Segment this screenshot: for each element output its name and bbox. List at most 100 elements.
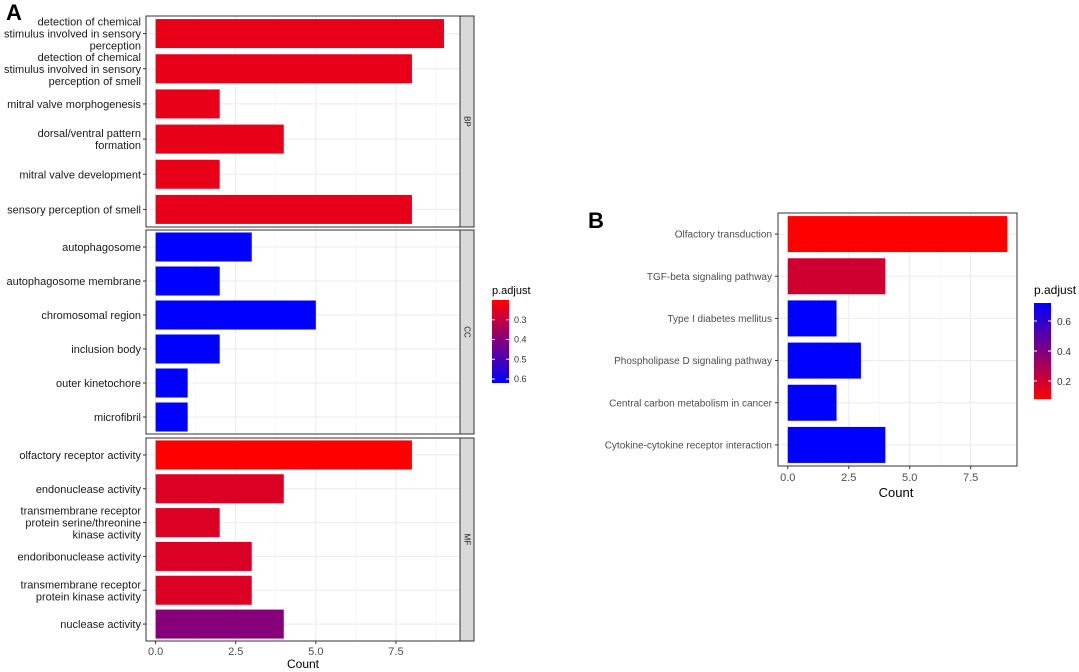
category-label-line: transmembrane receptor: [21, 579, 142, 591]
category-label-line: detection of chemical: [38, 17, 141, 29]
category-label: Type I diabetes mellitus: [668, 314, 773, 325]
bar: [787, 384, 837, 421]
category-label: detection of chemical stimulus involved i…: [4, 17, 141, 53]
category-label-line: dorsal/ventral pattern: [38, 128, 141, 140]
legend-tick-label: 0.4: [514, 335, 527, 345]
category-label: mitral valve development: [19, 169, 141, 181]
bar: [155, 266, 220, 296]
x-tick-label: 0.0: [148, 646, 163, 658]
facet-background: [146, 230, 460, 434]
bar: [155, 541, 252, 571]
category-label-line: chromosomal region: [41, 310, 141, 322]
category-label-line: protein kinase activity: [36, 591, 142, 603]
category-label: endonuclease activity: [36, 484, 142, 496]
bar: [155, 334, 220, 364]
category-label: Cytokine-cytokine receptor interaction: [605, 440, 772, 451]
x-tick-label: 0.0: [780, 472, 795, 484]
category-label: sensory perception of smell: [7, 204, 141, 216]
facet-strip: [459, 229, 475, 435]
category-label: chromosomal region: [41, 310, 141, 322]
category-label: outer kinetochore: [56, 378, 141, 390]
bar: [155, 194, 412, 224]
category-label-line: microfibril: [94, 412, 141, 424]
category-label-line: autophagosome: [62, 242, 141, 254]
category-label-line: kinase activity: [73, 530, 142, 542]
category-label: inclusion body: [71, 344, 141, 356]
category-label-line: sensory perception of smell: [7, 204, 141, 216]
category-label: Olfactory transduction: [675, 230, 772, 241]
panel-a: detection of chemical stimulus involved i…: [4, 15, 531, 671]
category-label-line: formation: [95, 140, 141, 152]
bar: [155, 609, 284, 639]
facet-strip-label: MF: [463, 534, 472, 546]
category-label: autophagosome: [62, 242, 141, 254]
category-label-line: transmembrane receptor: [21, 506, 142, 518]
x-tick-label: 2.5: [841, 472, 856, 484]
bar: [155, 368, 188, 398]
x-tick-label: 5.0: [308, 646, 323, 658]
category-label-line: protein serine/threonine: [25, 518, 141, 530]
category-label-line: stimulus involved in sensory: [4, 29, 141, 41]
category-label-line: perception of smell: [49, 76, 141, 88]
legend-tick-label: 0.4: [1057, 347, 1071, 358]
category-label: TGF-beta signaling pathway: [647, 272, 772, 283]
category-label-line: olfactory receptor activity: [19, 450, 141, 462]
panel-label-b: B: [588, 208, 604, 233]
x-tick-label: 5.0: [902, 472, 917, 484]
panel-label-a: A: [6, 0, 22, 25]
category-label-line: inclusion body: [71, 344, 141, 356]
bar: [155, 89, 220, 119]
plot-border: [777, 212, 1018, 467]
legend-tick-label: 0.6: [514, 374, 527, 384]
bar: [155, 19, 444, 49]
category-label: transmembrane receptor protein kinase act…: [21, 579, 142, 603]
x-tick-label: 7.5: [388, 646, 403, 658]
category-label-line: detection of chemical: [38, 52, 141, 64]
x-axis-title: Count: [287, 657, 320, 671]
facet-strip: [459, 15, 475, 228]
bar: [155, 474, 284, 504]
facet-strip-label: BP: [463, 116, 472, 127]
plot-background: [778, 213, 1017, 466]
category-label-line: stimulus involved in sensory: [4, 64, 141, 76]
category-label: dorsal/ventral pattern formation: [38, 128, 141, 152]
category-label: olfactory receptor activity: [19, 450, 141, 462]
category-label-line: autophagosome membrane: [6, 276, 141, 288]
bar: [155, 54, 412, 84]
legend-colorbar: [492, 300, 509, 383]
category-label: transmembrane receptor protein serine/thr…: [21, 506, 142, 542]
category-label: endoribonuclease activity: [17, 551, 141, 563]
category-label: Phospholipase D signaling pathway: [614, 356, 772, 367]
category-label-line: mitral valve development: [19, 169, 141, 181]
bar: [787, 300, 837, 337]
category-label: detection of chemical stimulus involved i…: [4, 52, 141, 88]
category-label: autophagosome membrane: [6, 276, 141, 288]
bar: [155, 159, 220, 189]
legend-tick-label: 0.3: [514, 315, 527, 325]
legend-tick-label: 0.5: [514, 354, 527, 364]
legend-title: p.adjust: [492, 285, 531, 297]
legend-title: p.adjust: [1034, 283, 1077, 297]
facet-background: [146, 16, 460, 227]
bar: [787, 342, 861, 379]
bar: [155, 124, 284, 154]
bar: [787, 258, 886, 295]
category-label-line: mitral valve morphogenesis: [7, 99, 141, 111]
facet-background: [146, 438, 460, 641]
bar: [787, 216, 1008, 253]
legend-tick-label: 0.6: [1057, 317, 1071, 328]
bar: [155, 575, 252, 605]
category-label: microfibril: [94, 412, 141, 424]
bar: [155, 508, 220, 538]
x-axis-title: Count: [879, 485, 914, 500]
panel-b: Olfactory transduction TGF-beta signaling…: [605, 212, 1077, 500]
category-label-line: outer kinetochore: [56, 378, 141, 390]
category-label-line: endoribonuclease activity: [17, 551, 141, 563]
legend-tick-label: 0.2: [1057, 377, 1071, 388]
facet-strip: [459, 437, 475, 642]
bar: [155, 402, 188, 432]
category-label-line: perception: [90, 41, 141, 53]
facet-strip-label: CC: [463, 326, 472, 338]
category-label: Central carbon metabolism in cancer: [609, 398, 773, 409]
